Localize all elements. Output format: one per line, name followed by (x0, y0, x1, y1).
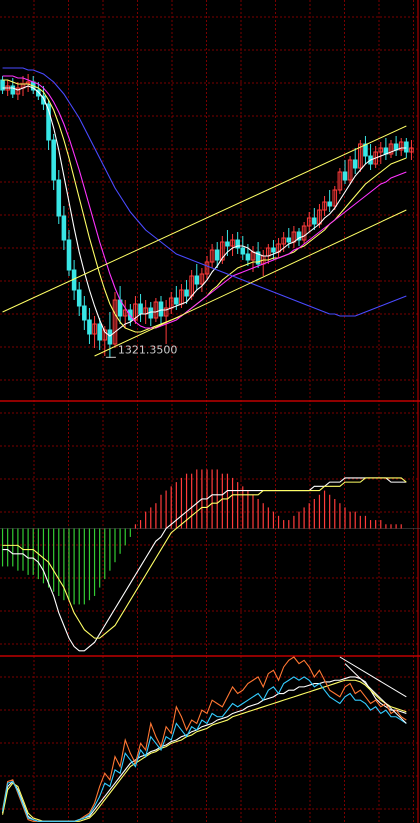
candle-down (214, 249, 220, 261)
candle-down (225, 241, 230, 247)
candle-down (363, 143, 368, 157)
price-panel (0, 67, 414, 358)
candle-down (286, 237, 292, 243)
candle-up (378, 147, 384, 153)
candle-down (296, 231, 302, 241)
candle-down (255, 251, 261, 265)
candle-up (204, 261, 210, 275)
candle-down (342, 171, 348, 181)
candle-up (301, 225, 307, 241)
candle-down (174, 297, 179, 305)
candle-up (153, 301, 159, 319)
candle-down (76, 289, 82, 307)
channel-line (94, 209, 407, 357)
low-price-label: 1321.3500 (118, 343, 178, 356)
oscillator-kdj_d-line (2, 679, 407, 822)
candle-up (230, 239, 235, 247)
candle-up (220, 241, 225, 261)
candle-down (245, 253, 251, 261)
oscillator-kdj_extra-line (2, 676, 407, 822)
candle-down (327, 201, 332, 207)
moving-average-ma_fast (2, 85, 407, 337)
candle-down (36, 89, 41, 97)
candle-up (163, 307, 169, 317)
candle-down (66, 239, 72, 271)
moving-average-ma_long (2, 67, 407, 317)
candle-up (332, 189, 338, 207)
candle-up (306, 217, 312, 227)
macd-panel (0, 469, 420, 652)
macd-dif-line (2, 477, 407, 652)
candle-up (199, 273, 205, 285)
oscillator-trend-line (339, 656, 407, 698)
candle-down (56, 179, 62, 217)
candle-up (281, 237, 286, 245)
oscillator-kdj_k-line (2, 676, 407, 822)
candle-down (82, 305, 87, 321)
candle-up (209, 249, 215, 263)
channel-line (2, 125, 407, 313)
oscillator-trend-line (344, 663, 407, 724)
candle-down (404, 141, 409, 153)
candle-up (373, 151, 378, 165)
candle-down (184, 289, 189, 297)
candle-down (158, 301, 164, 317)
candle-down (235, 239, 240, 249)
candle-up (358, 143, 363, 169)
candle-up (15, 87, 21, 95)
oscillator-kdj_j-line (2, 656, 407, 822)
oscillator-panel (2, 656, 407, 822)
candle-up (398, 141, 404, 151)
candle-down (352, 159, 358, 169)
candle-down (107, 329, 113, 345)
moving-average-ma_mid (2, 79, 407, 333)
candle-down (194, 275, 200, 285)
candle-up (337, 171, 343, 191)
candle-down (87, 319, 92, 335)
candle-down (51, 139, 56, 181)
candle-down (271, 247, 276, 253)
candle-down (97, 323, 102, 341)
candle-down (240, 247, 246, 255)
candle-down (41, 95, 46, 105)
candle-up (388, 143, 394, 155)
candle-down (46, 103, 51, 141)
candle-up (409, 147, 414, 153)
candle-down (138, 303, 143, 315)
moving-average-ma_slow (2, 75, 407, 329)
macd-dea-line (2, 477, 407, 639)
candle-down (312, 217, 317, 225)
candle-up (133, 303, 138, 321)
candle-up (322, 201, 327, 211)
candle-down (61, 215, 67, 241)
candle-up (92, 323, 97, 335)
candle-up (102, 329, 108, 341)
candle-up (347, 159, 353, 181)
candle-down (10, 85, 16, 95)
candle-up (122, 309, 128, 317)
candle-down (0, 79, 5, 91)
candle-up (112, 299, 118, 345)
